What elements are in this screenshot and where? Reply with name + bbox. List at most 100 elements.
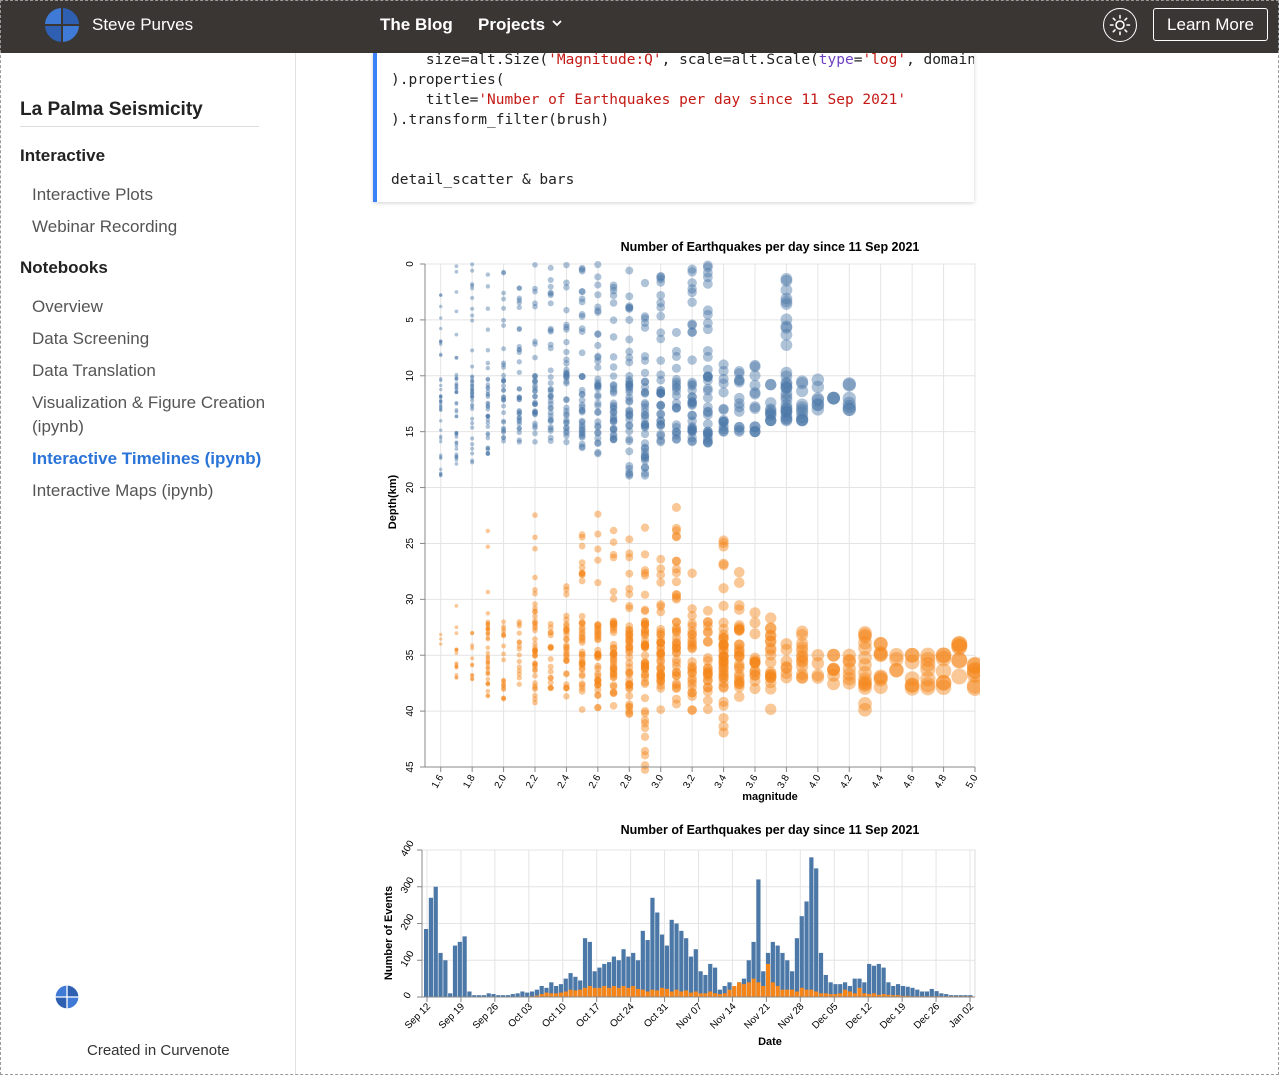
scatter-point[interactable]: [532, 627, 538, 634]
scatter-point[interactable]: [578, 443, 586, 451]
scatter-point[interactable]: [609, 617, 618, 626]
scatter-point[interactable]: [454, 455, 459, 460]
bar-deep[interactable]: [698, 993, 703, 997]
scatter-point[interactable]: [625, 303, 634, 312]
scatter-point[interactable]: [439, 394, 443, 398]
scatter-point[interactable]: [671, 346, 681, 356]
scatter-point[interactable]: [578, 684, 586, 692]
bar-shallow[interactable]: [602, 963, 607, 997]
scatter-point[interactable]: [718, 632, 729, 643]
scatter-point[interactable]: [547, 327, 554, 334]
scatter-point[interactable]: [454, 647, 459, 652]
scatter-point[interactable]: [532, 372, 538, 379]
scatter-point[interactable]: [609, 372, 618, 380]
scatter-point[interactable]: [702, 267, 713, 278]
scatter-point[interactable]: [439, 395, 443, 399]
scatter-point[interactable]: [640, 621, 650, 630]
scatter-point[interactable]: [609, 385, 618, 393]
scatter-point[interactable]: [718, 640, 729, 651]
scatter-point[interactable]: [625, 663, 634, 672]
scatter-point[interactable]: [671, 386, 681, 396]
scatter-point[interactable]: [470, 394, 475, 399]
scatter-point[interactable]: [733, 424, 745, 436]
scatter-point[interactable]: [640, 659, 650, 668]
scatter-point[interactable]: [501, 305, 507, 311]
bar-shallow[interactable]: [794, 938, 800, 997]
scatter-point[interactable]: [625, 590, 634, 599]
scatter-point[interactable]: [609, 399, 618, 408]
bar-deep[interactable]: [549, 993, 554, 997]
scatter-point[interactable]: [671, 628, 681, 638]
scatter-point[interactable]: [671, 661, 681, 671]
scatter-point[interactable]: [811, 668, 825, 682]
scatter-point[interactable]: [656, 437, 666, 447]
bar-shallow[interactable]: [703, 974, 708, 997]
scatter-point[interactable]: [594, 635, 602, 643]
bar-shallow[interactable]: [558, 984, 564, 997]
scatter-point[interactable]: [454, 414, 459, 419]
scatter-point[interactable]: [485, 681, 491, 687]
scatter-point[interactable]: [951, 636, 968, 653]
scatter-point[interactable]: [470, 442, 475, 447]
scatter-point[interactable]: [516, 297, 522, 303]
scatter-point[interactable]: [765, 666, 777, 678]
scatter-point[interactable]: [656, 662, 666, 672]
scatter-point[interactable]: [594, 402, 602, 410]
scatter-point[interactable]: [702, 437, 713, 448]
scatter-point[interactable]: [640, 706, 650, 716]
scatter-point[interactable]: [656, 668, 666, 678]
scatter-point[interactable]: [656, 570, 666, 580]
scatter-point[interactable]: [687, 284, 697, 294]
scatter-point[interactable]: [578, 687, 586, 695]
scatter-point[interactable]: [640, 716, 650, 725]
scatter-point[interactable]: [454, 431, 459, 436]
scatter-point[interactable]: [640, 429, 650, 439]
scatter-point[interactable]: [563, 279, 570, 286]
scatter-point[interactable]: [454, 647, 459, 652]
scatter-point[interactable]: [501, 323, 507, 328]
scatter-point[interactable]: [966, 679, 980, 696]
scatter-point[interactable]: [578, 564, 586, 572]
scatter-point[interactable]: [516, 426, 522, 432]
bar-deep[interactable]: [799, 987, 804, 997]
scatter-point[interactable]: [532, 379, 538, 386]
scatter-point[interactable]: [687, 611, 697, 621]
scatter-point[interactable]: [609, 655, 618, 664]
scatter-point[interactable]: [687, 320, 697, 330]
scatter-point[interactable]: [439, 408, 443, 412]
scatter-point[interactable]: [532, 303, 538, 310]
scatter-point[interactable]: [501, 362, 507, 368]
scatter-point[interactable]: [516, 369, 522, 376]
scatter-point[interactable]: [702, 262, 713, 273]
scatter-point[interactable]: [454, 332, 459, 337]
scatter-point[interactable]: [594, 418, 602, 426]
scatter-point[interactable]: [594, 385, 602, 393]
bar-deep[interactable]: [645, 991, 650, 997]
scatter-point[interactable]: [966, 662, 980, 680]
scatter-point[interactable]: [656, 664, 666, 673]
scatter-point[interactable]: [609, 363, 618, 371]
scatter-point[interactable]: [827, 662, 841, 676]
scatter-point[interactable]: [671, 398, 681, 408]
scatter-point[interactable]: [516, 658, 522, 665]
scatter-point[interactable]: [687, 426, 697, 437]
scatter-point[interactable]: [485, 447, 491, 452]
scatter-point[interactable]: [609, 333, 618, 341]
scatter-point[interactable]: [485, 348, 491, 353]
events-per-day-bar-chart[interactable]: Number of Earthquakes per day since 11 S…: [380, 815, 980, 1055]
scatter-point[interactable]: [532, 512, 538, 518]
bar-deep[interactable]: [722, 993, 727, 997]
scatter-point[interactable]: [439, 401, 443, 405]
scatter-point[interactable]: [702, 437, 713, 447]
scatter-point[interactable]: [796, 654, 809, 667]
scatter-point[interactable]: [765, 683, 777, 695]
scatter-point[interactable]: [485, 676, 491, 682]
scatter-point[interactable]: [609, 291, 618, 300]
scatter-point[interactable]: [501, 372, 507, 378]
scatter-point[interactable]: [858, 675, 872, 689]
scatter-point[interactable]: [718, 662, 729, 673]
scatter-point[interactable]: [733, 671, 745, 683]
scatter-point[interactable]: [578, 401, 586, 409]
scatter-point[interactable]: [454, 390, 459, 395]
scatter-point[interactable]: [671, 640, 681, 650]
